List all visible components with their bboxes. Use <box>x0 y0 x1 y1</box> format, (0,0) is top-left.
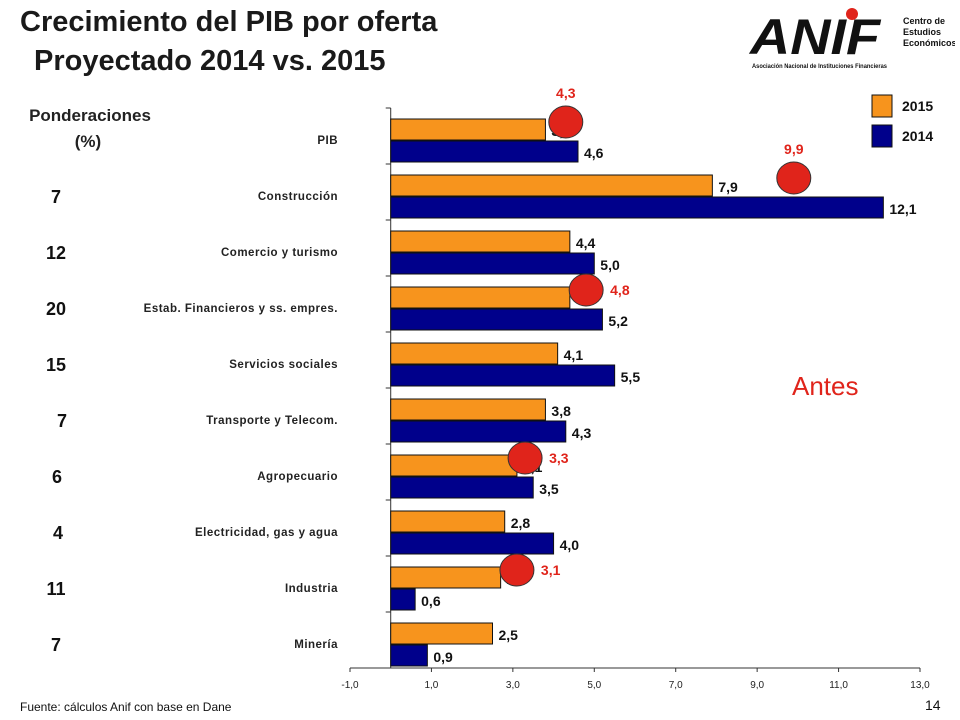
bar-2014 <box>390 140 579 163</box>
data-label-2014: 0,9 <box>433 649 453 665</box>
previous-projection-label: 4,8 <box>610 282 630 298</box>
category-label: Servicios sociales <box>229 359 338 371</box>
previous-projection-label: 9,9 <box>784 141 804 157</box>
annotation-antes: Antes <box>792 371 859 401</box>
bar-2015 <box>390 622 494 645</box>
anif-logo-subtitle: Asociación Nacional de Instituciones Fin… <box>752 63 887 70</box>
anif-logo-wordmark: ANIF <box>748 9 882 65</box>
chart-title-line2: Proyectado 2014 vs. 2015 <box>34 45 386 77</box>
data-label-2014: 5,0 <box>600 257 620 273</box>
logo-side-line-2: Estudios <box>903 27 941 37</box>
bar-2014 <box>390 308 603 331</box>
bar-2015 <box>390 510 506 533</box>
category-label: Agropecuario <box>257 471 338 483</box>
bar-2015 <box>390 174 713 197</box>
weight-value: 20 <box>45 299 67 319</box>
bar-2014 <box>390 420 567 443</box>
weight-value: 7 <box>50 635 61 655</box>
data-label-2015: 4,1 <box>564 347 584 363</box>
x-tick-label: 13,0 <box>910 680 930 691</box>
weight-value: 15 <box>45 355 67 375</box>
data-label-2014: 4,6 <box>584 145 604 161</box>
previous-projection-label: 3,1 <box>541 562 561 578</box>
category-label: Minería <box>294 639 338 651</box>
data-label-2015: 7,9 <box>718 179 738 195</box>
previous-projection-label: 3,3 <box>549 450 569 466</box>
bar-2015 <box>390 454 518 477</box>
category-label: Electricidad, gas y agua <box>195 527 338 539</box>
data-label-2014: 4,3 <box>572 425 592 441</box>
logo-side-line-1: Centro de <box>903 16 945 26</box>
bar-2015 <box>390 286 571 309</box>
previous-projection-marker <box>548 105 584 139</box>
chart-title-line1: Crecimiento del PIB por oferta <box>20 6 438 38</box>
data-label-2014: 12,1 <box>889 201 916 217</box>
bar-2014 <box>390 644 428 667</box>
source-note: Fuente: cálculos Anif con base en Dane <box>20 700 232 714</box>
category-label: Construcción <box>258 191 338 203</box>
previous-projection-marker <box>499 553 535 587</box>
weight-value: 7 <box>56 411 67 431</box>
weight-value: 6 <box>51 467 62 487</box>
bar-2014 <box>390 588 416 611</box>
weight-value: 12 <box>45 243 67 263</box>
data-label-2014: 5,2 <box>608 313 628 329</box>
previous-projection-marker <box>507 441 543 475</box>
bar-2014 <box>390 476 534 499</box>
x-tick-label: 7,0 <box>669 680 683 691</box>
bar-2014 <box>390 196 884 219</box>
category-label: Transporte y Telecom. <box>206 415 338 427</box>
data-label-2014: 3,5 <box>539 481 559 497</box>
previous-projection-label: 4,3 <box>556 85 576 101</box>
weight-value: 7 <box>50 187 61 207</box>
page-number: 14 <box>925 697 941 713</box>
weight-value: 4 <box>52 523 63 543</box>
data-label-2014: 0,6 <box>421 593 441 609</box>
legend-swatch-2015 <box>871 94 893 118</box>
data-label-2015: 2,5 <box>499 627 519 643</box>
category-label: Estab. Financieros y ss. empres. <box>144 303 338 315</box>
data-label-2015: 2,8 <box>511 515 531 531</box>
data-label-2014: 4,0 <box>560 537 580 553</box>
previous-projection-marker <box>568 273 604 307</box>
bar-2015 <box>390 230 571 253</box>
bar-2015 <box>390 566 502 589</box>
bar-2014 <box>390 364 616 387</box>
weights-header-unit: (%) <box>74 132 102 151</box>
logo-side-line-3: Económicos <box>903 38 955 48</box>
x-tick-label: 3,0 <box>506 680 520 691</box>
x-tick-label: 11,0 <box>829 680 848 691</box>
legend-label-2014: 2014 <box>902 128 933 144</box>
x-tick-label: -1,0 <box>341 680 359 691</box>
x-tick-label: 9,0 <box>750 680 764 691</box>
x-tick-label: 1,0 <box>424 680 438 691</box>
data-label-2015: 4,4 <box>576 235 596 251</box>
legend-swatch-2014 <box>871 124 893 148</box>
bar-2014 <box>390 252 595 275</box>
bar-2015 <box>390 342 559 365</box>
previous-projection-marker <box>776 161 812 195</box>
data-label-2014: 5,5 <box>621 369 641 385</box>
data-label-2015: 3,8 <box>551 403 571 419</box>
bar-2015 <box>390 398 546 421</box>
category-label: Comercio y turismo <box>221 247 338 259</box>
anif-logo: ANIF Asociación Nacional de Institucione… <box>748 8 955 70</box>
category-label: PIB <box>317 135 338 147</box>
logo-red-dot <box>846 8 858 20</box>
weights-header: Ponderaciones <box>29 106 151 125</box>
weight-value: 11 <box>46 579 66 599</box>
x-tick-label: 5,0 <box>587 680 601 691</box>
bar-2015 <box>390 118 546 141</box>
bar-2014 <box>390 532 555 555</box>
category-label: Industria <box>285 583 338 595</box>
legend-label-2015: 2015 <box>902 98 933 114</box>
